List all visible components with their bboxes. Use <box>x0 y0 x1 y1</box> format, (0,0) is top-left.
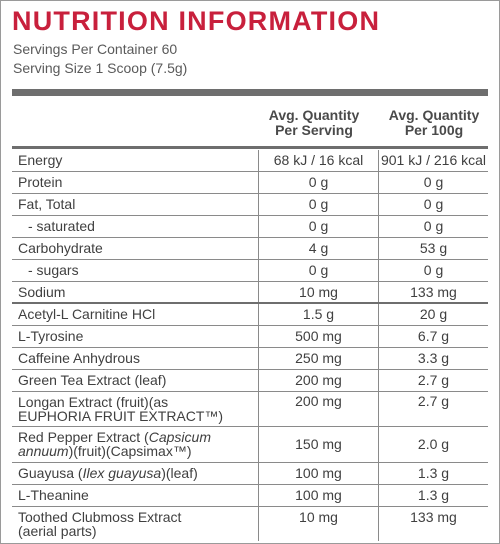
nutrient-name: L-Theanine <box>18 487 89 503</box>
nutrient-name: Carbohydrate <box>18 240 103 256</box>
section-divider <box>12 302 488 304</box>
per-serving-value: 0 g <box>258 216 378 237</box>
column-header-line: Per 100g <box>404 122 464 138</box>
nutrient-name-part: )(leaf) <box>161 465 198 481</box>
per-100g-value: 53 g <box>378 238 488 259</box>
per-serving-value: 150 mg <box>258 427 378 462</box>
serving-size: Serving Size 1 Scoop (7.5g) <box>13 60 188 76</box>
per-100g-value: 0 g <box>378 216 488 237</box>
per-100g-value: 133 mg <box>378 282 488 304</box>
nutrient-name: Protein <box>18 174 63 190</box>
column-header-per-serving: Avg. Quantity Per Serving <box>255 108 373 138</box>
per-100g-value: 0 g <box>378 260 488 281</box>
nutrient-name: Acetyl-L Carnitine HCl <box>18 306 156 322</box>
column-header-line: Avg. Quantity <box>388 107 480 123</box>
table-row: Acetyl-L Carnitine HCl 1.5 g 20 g <box>12 304 488 326</box>
column-header-per-100g: Avg. Quantity Per 100g <box>381 108 487 138</box>
per-serving-value: 0 g <box>258 260 378 281</box>
table-row: L-Theanine 100 mg 1.3 g <box>12 485 488 507</box>
column-header-divider <box>12 146 488 149</box>
per-100g-value: 20 g <box>378 304 488 325</box>
nutrient-name: - sugars <box>28 262 79 278</box>
table-row: - saturated 0 g 0 g <box>12 216 488 238</box>
nutrient-name: Guayusa (Ilex guayusa)(leaf) <box>12 463 258 484</box>
table-row: Caffeine Anhydrous 250 mg 3.3 g <box>12 348 488 370</box>
column-header-line: Avg. Quantity <box>268 107 360 123</box>
nutrient-name-line: Longan Extract (fruit)(as <box>18 394 169 410</box>
per-100g-value: 2.7 g <box>378 370 488 391</box>
nutrient-name: L-Tyrosine <box>18 328 84 344</box>
nutrient-name: Red Pepper Extract (Capsicum annuum)(fru… <box>12 427 258 462</box>
nutrient-name-italic: annuum <box>18 443 69 459</box>
header-divider <box>12 89 488 96</box>
nutrient-name-line: (aerial parts) <box>18 523 97 539</box>
table-row: Energy 68 kJ / 16 kcal 901 kJ / 216 kcal <box>12 150 488 172</box>
nutrient-name: Longan Extract (fruit)(as EUPHORIA FRUIT… <box>12 392 258 426</box>
panel-title: NUTRITION INFORMATION <box>12 6 381 36</box>
nutrient-name: - saturated <box>28 218 95 234</box>
nutrient-name: Fat, Total <box>18 196 76 212</box>
table-row: Carbohydrate 4 g 53 g <box>12 238 488 260</box>
per-100g-value: 6.7 g <box>378 326 488 347</box>
nutrient-name: Toothed Clubmoss Extract (aerial parts) <box>12 507 258 541</box>
table-row: Guayusa (Ilex guayusa)(leaf) 100 mg 1.3 … <box>12 463 488 485</box>
nutrient-name: Sodium <box>18 284 66 300</box>
per-serving-value: 0 g <box>258 172 378 193</box>
per-serving-value: 100 mg <box>258 463 378 484</box>
per-serving-value: 1.5 g <box>258 304 378 325</box>
column-header-line: Per Serving <box>275 122 353 138</box>
per-serving-value: 4 g <box>258 238 378 259</box>
per-serving-value: 10 mg <box>258 282 378 304</box>
nutrient-name-line: annuum)(fruit)(Capsimax™) <box>18 444 258 458</box>
table-row: L-Tyrosine 500 mg 6.7 g <box>12 326 488 348</box>
table-row: Protein 0 g 0 g <box>12 172 488 194</box>
servings-per-container: Servings Per Container 60 <box>13 41 178 57</box>
per-100g-value: 0 g <box>378 194 488 215</box>
table-row: Sodium 10 mg 133 mg <box>12 282 488 304</box>
per-serving-value: 200 mg <box>258 392 378 426</box>
per-serving-value: 68 kJ / 16 kcal <box>258 150 378 171</box>
table-row: Fat, Total 0 g 0 g <box>12 194 488 216</box>
per-serving-value: 100 mg <box>258 485 378 506</box>
nutrient-name-italic: Capsicum <box>148 429 211 445</box>
per-serving-value: 500 mg <box>258 326 378 347</box>
per-100g-value: 901 kJ / 216 kcal <box>378 150 488 171</box>
table-row: Longan Extract (fruit)(as EUPHORIA FRUIT… <box>12 392 488 427</box>
per-serving-value: 0 g <box>258 194 378 215</box>
per-100g-value: 1.3 g <box>378 463 488 484</box>
nutrient-name-line: Red Pepper Extract (Capsicum <box>18 430 258 444</box>
per-100g-value: 0 g <box>378 172 488 193</box>
nutrient-name-part: )(fruit)(Capsimax™) <box>68 443 192 459</box>
nutrient-name-line: Toothed Clubmoss Extract <box>18 509 182 525</box>
per-100g-value: 2.7 g <box>378 392 488 426</box>
per-100g-value: 2.0 g <box>378 427 488 462</box>
nutrient-name-part: Guayusa ( <box>18 465 83 481</box>
nutrition-table: Energy 68 kJ / 16 kcal 901 kJ / 216 kcal… <box>12 150 488 541</box>
per-serving-value: 200 mg <box>258 370 378 391</box>
per-serving-value: 250 mg <box>258 348 378 369</box>
nutrient-name-italic: Ilex guayusa <box>82 465 162 481</box>
table-row: - sugars 0 g 0 g <box>12 260 488 282</box>
per-100g-value: 1.3 g <box>378 485 488 506</box>
per-100g-value: 3.3 g <box>378 348 488 369</box>
nutrient-name: Energy <box>18 152 63 168</box>
per-serving-value: 10 mg <box>258 507 378 541</box>
nutrient-name-line: EUPHORIA FRUIT EXTRACT™) <box>18 408 224 424</box>
nutrient-name: Caffeine Anhydrous <box>18 350 140 366</box>
table-row: Red Pepper Extract (Capsicum annuum)(fru… <box>12 427 488 463</box>
per-100g-value: 133 mg <box>378 507 488 541</box>
table-row: Toothed Clubmoss Extract (aerial parts) … <box>12 507 488 541</box>
table-row: Green Tea Extract (leaf) 200 mg 2.7 g <box>12 370 488 392</box>
nutrient-name: Green Tea Extract (leaf) <box>18 372 167 388</box>
nutrient-name-part: Red Pepper Extract ( <box>18 429 149 445</box>
